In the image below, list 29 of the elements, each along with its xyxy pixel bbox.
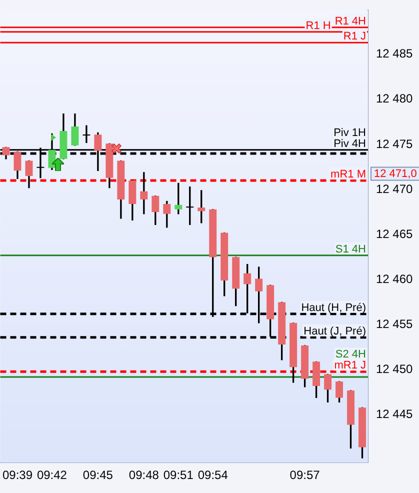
x-tick-label: 09:48	[128, 468, 160, 482]
ref-line-label: Haut (H, Pré)	[301, 302, 366, 314]
y-tick-label: 12 455	[376, 317, 414, 332]
x-tick-label: 09:45	[82, 468, 114, 482]
y-tick-label: 12 475	[376, 136, 414, 151]
ref-line-label: R1 H	[306, 20, 331, 32]
ref-line-label: Piv 1H	[334, 126, 366, 139]
x-tick-label: 09:51	[163, 468, 194, 482]
y-tick-label: 12 450	[376, 362, 414, 376]
y-tick-label: 12 485	[376, 46, 414, 61]
y-tick-label: 12 465	[376, 226, 414, 241]
ref-line-label: S2 4H	[335, 348, 366, 361]
y-tick-label: 12 460	[376, 272, 414, 286]
x-tick-label: 09:39	[2, 468, 33, 482]
ref-line-label: R1 4H	[334, 15, 366, 28]
x-tick-label: 09:42	[36, 468, 68, 482]
ref-line-label: Haut (J, Pré)	[304, 325, 366, 338]
y-tick-label: 12 480	[376, 92, 414, 106]
ref-line-label: Piv 4H	[334, 138, 366, 150]
ref-line-label: mR1 M	[330, 168, 366, 181]
y-tick-label: 12 445	[376, 407, 414, 422]
ref-line-label: R1 J	[343, 30, 366, 43]
text: 12 471,0	[374, 168, 417, 180]
x-tick-label: 09:54	[198, 468, 228, 482]
ref-line-label: mR1 J	[334, 360, 366, 372]
x-tick-label: 09:57	[290, 468, 320, 482]
y-tick-label: 12 470	[376, 182, 414, 196]
ref-line-label: S1 4H	[335, 243, 366, 256]
candlestick	[82, 125, 90, 144]
